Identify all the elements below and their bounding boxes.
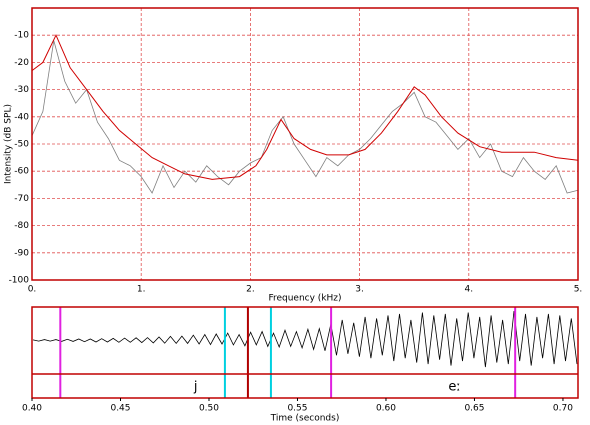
y-tick-label: -90 <box>14 248 29 258</box>
y-tick-label: -20 <box>14 58 29 68</box>
x-tick-label: 2. <box>246 285 255 295</box>
x-tick-label: 4. <box>465 285 474 295</box>
x-tick-label: 0.70 <box>553 404 573 414</box>
x-tick-label: 0.50 <box>199 404 219 414</box>
y-tick-label: -60 <box>14 167 29 177</box>
spectrum-line <box>31 34 579 180</box>
y-tick-label: -70 <box>14 194 29 204</box>
y-tick-label: -100 <box>9 276 30 286</box>
x-axis-label: Frequency (kHz) <box>268 294 341 304</box>
y-tick-label: -80 <box>14 221 29 231</box>
segment-label: j <box>193 380 198 395</box>
x-tick-label: 1. <box>137 285 146 295</box>
y-tick-label: -40 <box>14 112 29 122</box>
x-tick-label: 0.40 <box>22 404 42 414</box>
panel-frame <box>31 306 579 399</box>
y-tick-label: -50 <box>14 140 29 150</box>
segment-label: eː <box>448 380 460 395</box>
waveform <box>32 310 578 368</box>
x-axis-label: Time (seconds) <box>270 414 340 424</box>
x-tick-label: 0. <box>28 285 37 295</box>
x-tick-label: 0.65 <box>464 404 484 414</box>
x-tick-label: 0.60 <box>376 404 396 414</box>
x-tick-label: 0.55 <box>287 404 307 414</box>
plot-frame <box>31 7 579 281</box>
x-tick-label: 3. <box>355 285 364 295</box>
y-axis-label: Intensity (dB SPL) <box>4 104 14 184</box>
x-tick-label: 5. <box>574 285 583 295</box>
x-tick-label: 0.45 <box>110 404 130 414</box>
y-tick-label: -30 <box>14 85 29 95</box>
y-tick-label: -10 <box>14 31 29 41</box>
